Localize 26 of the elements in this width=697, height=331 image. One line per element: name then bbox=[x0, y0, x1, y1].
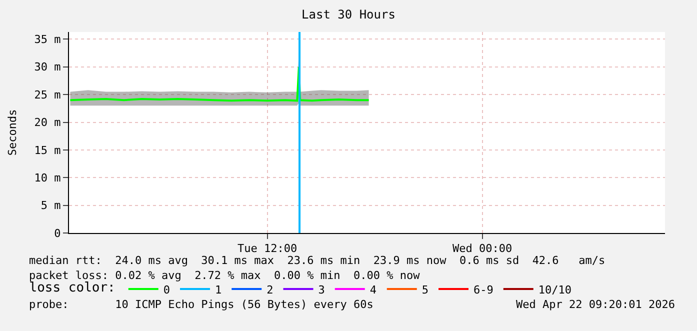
y-tick-label: 25 m bbox=[34, 88, 62, 102]
x-tick-label: Tue 12:00 bbox=[237, 242, 298, 256]
y-tick-label: 20 m bbox=[34, 116, 62, 130]
text: packet loss: 0.02 % avg 2.72 % max 0.00 % min 0.00 % now bbox=[29, 269, 420, 282]
chart-title: Last 30 Hours bbox=[302, 7, 396, 22]
y-axis-title: Seconds bbox=[6, 109, 19, 156]
legend-label: 2 bbox=[266, 283, 274, 296]
y-tick-label: 5 m bbox=[40, 199, 62, 212]
text: probe: 10 ICMP Echo Pings (56 Bytes) every 60s bbox=[29, 298, 374, 311]
y-tick-label: 10 m bbox=[34, 171, 62, 184]
legend-label: 0 bbox=[163, 283, 170, 296]
text: median rtt: 24.0 ms avg 30.1 ms max 23.6 ms min 23.9 ms now 0.6 ms sd 42.6 am/s bbox=[29, 254, 606, 267]
y-tick-label: 0 bbox=[54, 226, 61, 240]
legend-label: 10/10 bbox=[538, 283, 572, 296]
legend-label: 6-9 bbox=[474, 283, 494, 296]
y-tick-label: 30 m bbox=[34, 60, 62, 74]
legend-label: 4 bbox=[370, 283, 377, 296]
y-tick-label: 35 m bbox=[34, 33, 62, 46]
legend-label: 1 bbox=[215, 283, 222, 296]
legend-title: loss color: bbox=[29, 280, 116, 296]
text: Wed Apr 22 09:20:01 2026 bbox=[516, 298, 675, 311]
y-tick-label: 15 m bbox=[34, 144, 62, 157]
x-tick-label: Wed 00:00 bbox=[452, 242, 512, 256]
legend-label: 3 bbox=[318, 283, 325, 296]
line-series bbox=[69, 66, 370, 102]
legend-label: 5 bbox=[422, 283, 428, 296]
